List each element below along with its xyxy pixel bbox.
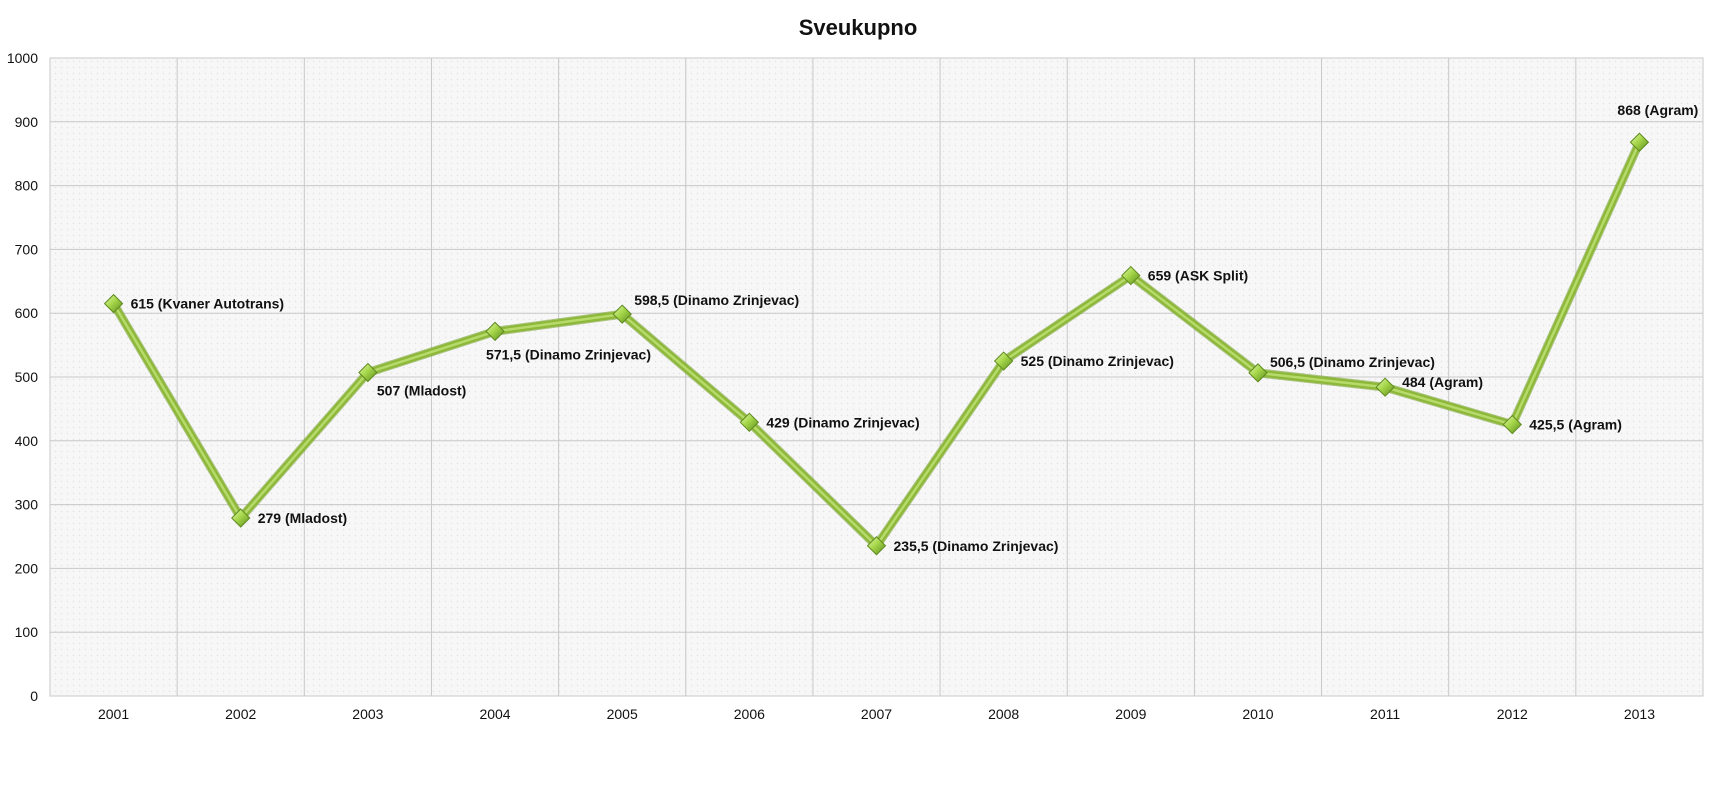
y-tick-label: 100 <box>15 624 39 640</box>
chart-title: Sveukupno <box>799 15 918 40</box>
x-tick-label: 2001 <box>98 706 129 722</box>
x-tick-label: 2012 <box>1497 706 1528 722</box>
x-tick-label: 2011 <box>1370 706 1400 722</box>
data-point-marker <box>485 321 505 342</box>
x-tick-label: 2010 <box>1242 706 1273 722</box>
x-tick-label: 2003 <box>352 706 383 722</box>
x-tick-label: 2005 <box>607 706 638 722</box>
data-labels: 615 (Kvaner Autotrans) 279 (Mladost) 507 (… <box>131 102 1699 554</box>
data-label: 571,5 (Dinamo Zrinjevac) <box>486 346 651 362</box>
data-label: 659 (ASK Split) <box>1148 268 1248 284</box>
x-tick-label: 2009 <box>1115 706 1146 722</box>
y-tick-label: 1000 <box>7 50 38 66</box>
x-tick-label: 2008 <box>988 706 1019 722</box>
data-label: 615 (Kvaner Autotrans) <box>131 296 285 312</box>
y-tick-label: 500 <box>15 369 39 385</box>
y-tick-label: 600 <box>15 305 39 321</box>
data-label: 507 (Mladost) <box>377 383 466 399</box>
x-tick-label: 2013 <box>1624 706 1655 722</box>
data-label: 506,5 (Dinamo Zrinjevac) <box>1270 354 1435 370</box>
data-point-marker <box>993 351 1014 371</box>
data-label: 425,5 (Agram) <box>1529 417 1622 433</box>
data-markers <box>103 132 1650 556</box>
data-point-marker <box>103 293 124 314</box>
y-tick-label: 200 <box>15 560 39 576</box>
x-tick-label: 2002 <box>225 706 256 722</box>
data-point-marker <box>358 362 378 383</box>
data-label: 235,5 (Dinamo Zrinjevac) <box>894 538 1059 554</box>
grid-lines <box>50 57 1703 697</box>
x-axis-tick-labels: 2001 2002 2003 2004 2005 2006 2007 2008 2009 2010… <box>98 706 1655 722</box>
y-tick-label: 300 <box>15 497 39 513</box>
data-point-marker <box>1629 132 1650 152</box>
data-label: 429 (Dinamo Zrinjevac) <box>766 414 919 430</box>
data-label: 484 (Agram) <box>1402 374 1483 390</box>
data-point-marker <box>739 412 760 433</box>
data-point-marker <box>1502 414 1522 435</box>
data-point-marker <box>866 536 887 556</box>
data-point-marker <box>612 304 632 324</box>
y-axis-tick-labels: 0 100 200 300 400 500 600 700 800 900 1000 <box>7 50 38 704</box>
y-tick-label: 700 <box>15 241 39 257</box>
x-tick-label: 2004 <box>479 706 510 722</box>
y-tick-label: 900 <box>15 114 39 130</box>
y-tick-label: 400 <box>15 433 39 449</box>
data-label: 598,5 (Dinamo Zrinjevac) <box>634 292 799 308</box>
y-tick-label: 0 <box>30 688 38 704</box>
data-point-marker <box>231 508 251 528</box>
x-tick-label: 2007 <box>861 706 892 722</box>
data-point-marker <box>1375 377 1395 397</box>
x-tick-label: 2006 <box>734 706 765 722</box>
data-label: 279 (Mladost) <box>258 510 347 526</box>
data-point-marker <box>1121 265 1141 286</box>
y-tick-label: 800 <box>15 178 39 194</box>
data-point-marker <box>1248 363 1268 383</box>
data-label: 868 (Agram) <box>1617 102 1698 118</box>
data-label: 525 (Dinamo Zrinjevac) <box>1021 353 1174 369</box>
